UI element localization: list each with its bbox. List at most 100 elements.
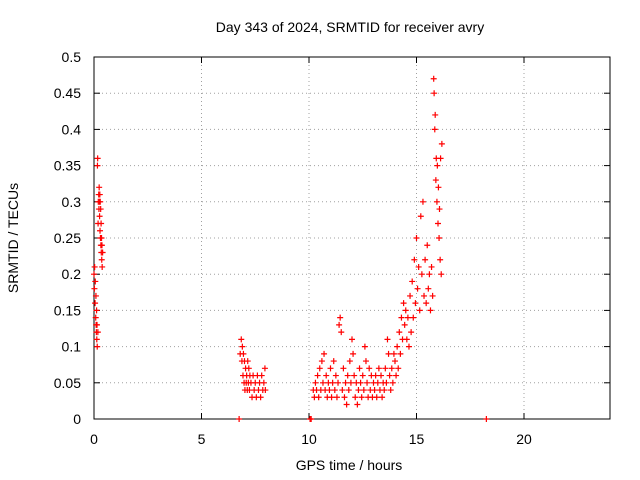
- x-tick-label: 20: [516, 431, 532, 447]
- data-point: [436, 235, 443, 241]
- data-point: [94, 329, 101, 336]
- y-axis-label: SRMTID / TECUs: [5, 183, 21, 293]
- data-point: [346, 358, 353, 365]
- data-point: [398, 314, 405, 321]
- data-point: [92, 300, 99, 307]
- x-axis-label: GPS time / hours: [296, 457, 403, 473]
- y-tick-label: 0.35: [54, 158, 81, 174]
- y-tick-label: 0.2: [62, 266, 82, 282]
- data-point: [429, 292, 436, 299]
- data-point: [417, 213, 424, 220]
- data-points: [91, 75, 490, 422]
- data-point: [407, 292, 414, 299]
- data-point: [319, 379, 326, 386]
- data-point: [257, 394, 264, 401]
- data-point: [396, 329, 403, 336]
- data-point: [426, 271, 433, 278]
- data-point: [388, 365, 395, 372]
- data-point: [382, 365, 389, 372]
- data-point: [327, 365, 334, 372]
- data-point: [411, 256, 418, 263]
- data-point: [425, 285, 432, 292]
- data-point: [412, 300, 419, 307]
- y-tick-label: 0.3: [62, 194, 82, 210]
- data-point: [314, 372, 321, 379]
- y-tick-label: 0.1: [62, 339, 82, 355]
- data-point: [437, 155, 444, 162]
- chart-title: Day 343 of 2024, SRMTID for receiver avr…: [216, 19, 484, 35]
- data-point: [94, 155, 101, 162]
- data-point: [414, 285, 421, 292]
- data-point: [431, 90, 438, 97]
- data-point: [430, 75, 437, 82]
- data-point: [341, 394, 348, 401]
- data-point: [91, 285, 98, 292]
- data-point: [261, 365, 268, 372]
- y-tick-label: 0.4: [62, 121, 82, 137]
- data-point: [405, 343, 412, 350]
- data-point: [97, 227, 104, 234]
- data-point: [316, 365, 323, 372]
- data-point: [437, 256, 444, 263]
- data-point: [438, 140, 445, 147]
- data-point: [423, 300, 430, 307]
- data-point: [392, 358, 398, 365]
- data-point: [371, 387, 378, 394]
- data-point: [409, 278, 416, 285]
- data-point: [378, 372, 385, 379]
- y-tick-labels: 0 0.05 0.1 0.15 0.2 0.25 0.3 0.35 0.4 0.45 0.5: [54, 49, 81, 427]
- x-tick-label: 5: [198, 431, 206, 447]
- data-point: [308, 416, 315, 422]
- data-point: [424, 242, 431, 249]
- data-point: [94, 162, 101, 169]
- data-point: [432, 177, 439, 184]
- data-point: [99, 263, 106, 270]
- data-point: [483, 416, 490, 422]
- data-point: [98, 220, 105, 227]
- data-point: [335, 379, 342, 386]
- data-point: [97, 206, 104, 213]
- data-point: [362, 358, 369, 365]
- data-point: [416, 307, 423, 314]
- data-point: [328, 394, 335, 401]
- y-tick-label: 0.15: [54, 302, 81, 318]
- data-point: [326, 387, 333, 394]
- data-point: [340, 365, 347, 372]
- data-point: [435, 220, 441, 227]
- data-point: [361, 343, 368, 350]
- data-point: [385, 350, 392, 357]
- axis-ticks: [93, 56, 610, 420]
- data-point: [262, 387, 269, 394]
- data-point: [99, 249, 106, 256]
- data-point: [332, 372, 339, 379]
- data-point: [93, 336, 100, 343]
- data-point: [384, 336, 391, 343]
- data-point: [360, 387, 367, 394]
- data-point: [379, 394, 386, 401]
- data-point: [98, 256, 105, 263]
- data-point: [315, 394, 322, 401]
- data-point: [323, 372, 330, 379]
- data-point: [393, 372, 400, 379]
- data-point: [96, 184, 103, 191]
- data-point: [260, 379, 267, 386]
- data-point: [312, 379, 319, 386]
- data-point: [91, 263, 98, 270]
- data-point: [374, 379, 381, 386]
- data-point: [339, 387, 346, 394]
- data-point: [402, 307, 409, 314]
- data-point: [349, 336, 355, 343]
- data-point: [93, 307, 100, 314]
- data-point: [397, 350, 404, 357]
- data-point: [373, 394, 380, 401]
- data-point: [92, 314, 99, 321]
- data-point: [383, 379, 390, 386]
- data-point: [94, 343, 101, 350]
- data-point: [394, 343, 401, 350]
- data-point: [351, 372, 358, 379]
- data-point: [375, 365, 382, 372]
- data-point: [427, 307, 434, 314]
- data-point: [258, 372, 265, 379]
- data-point: [413, 235, 420, 241]
